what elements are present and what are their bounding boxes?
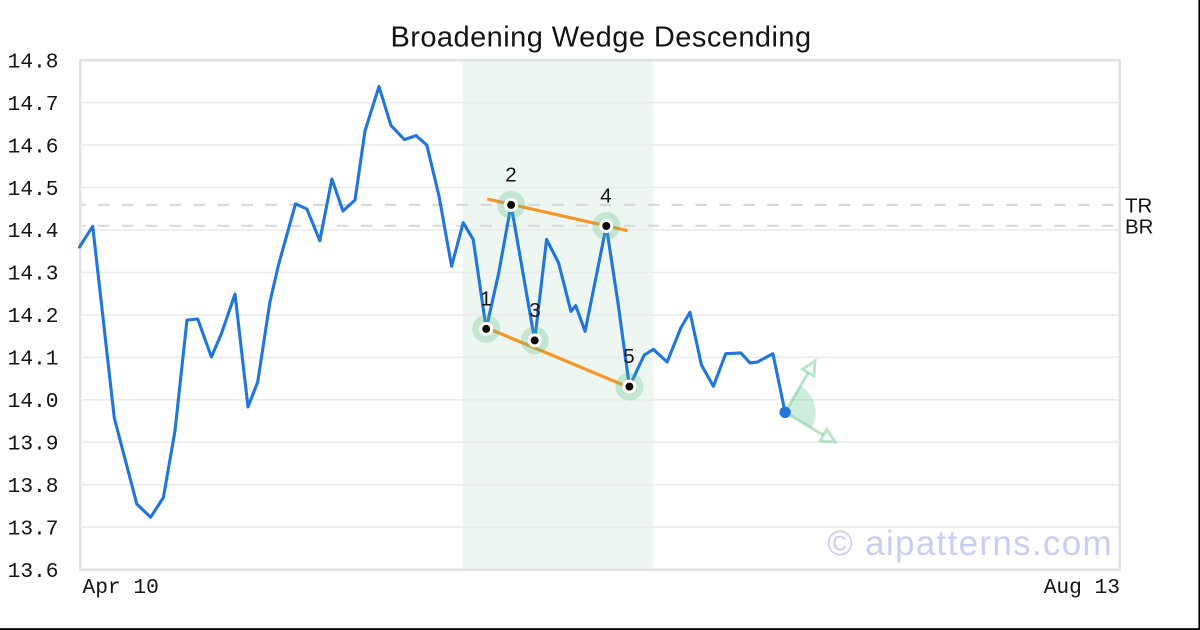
svg-text:14.8: 14.8 [8,50,59,74]
svg-text:Broadening Wedge Descending: Broadening Wedge Descending [390,22,811,54]
svg-text:© aipatterns.com: © aipatterns.com [827,524,1113,563]
svg-text:14.0: 14.0 [8,390,59,414]
svg-text:13.9: 13.9 [8,433,59,457]
svg-text:3: 3 [529,299,540,322]
svg-text:Aug 13: Aug 13 [1044,576,1120,600]
svg-text:14.3: 14.3 [8,263,59,287]
svg-text:13.6: 13.6 [8,560,59,584]
svg-text:TR: TR [1125,194,1152,217]
svg-text:2: 2 [505,163,516,186]
svg-text:14.1: 14.1 [8,348,59,372]
svg-text:BR: BR [1125,216,1153,239]
svg-text:14.5: 14.5 [8,178,59,202]
svg-text:5: 5 [623,345,634,368]
svg-text:14.6: 14.6 [8,135,59,159]
svg-text:14.4: 14.4 [8,220,59,244]
svg-text:13.7: 13.7 [8,518,59,542]
svg-text:4: 4 [600,185,611,208]
svg-text:1: 1 [480,287,491,310]
svg-text:14.7: 14.7 [8,93,59,117]
svg-text:14.2: 14.2 [8,305,59,329]
svg-text:Apr 10: Apr 10 [83,576,159,600]
svg-text:13.8: 13.8 [8,475,59,499]
